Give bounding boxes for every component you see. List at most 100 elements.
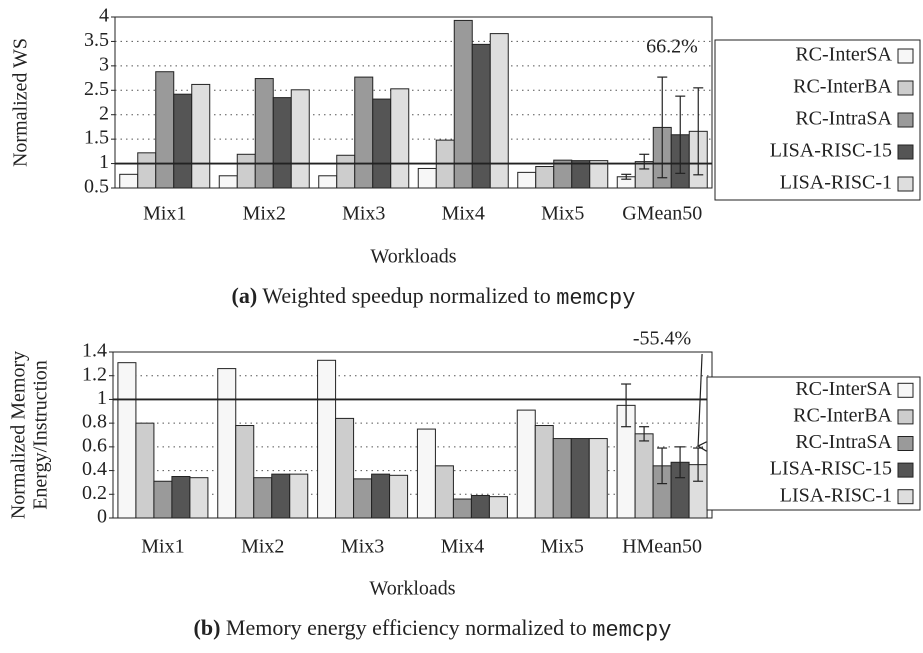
y-axis-label: Energy/Instruction	[30, 360, 52, 510]
bar	[271, 473, 291, 518]
x-tick-label: Mix1	[141, 536, 184, 558]
legend-label: LISA-RISC-15	[770, 140, 892, 162]
legend-label: RC-InterBA	[793, 404, 892, 426]
caption-code: memcpy	[592, 618, 671, 643]
y-tick-label: 1	[97, 387, 107, 409]
bar	[335, 417, 355, 518]
x-tick-label: Mix3	[341, 536, 384, 558]
legend-swatch	[897, 144, 914, 160]
bar	[336, 154, 356, 188]
caption-label: (b)	[194, 615, 221, 640]
bar	[272, 97, 292, 188]
bar	[471, 43, 491, 188]
bar	[137, 152, 157, 188]
caption-text: Memory energy efficiency normalized to	[226, 615, 587, 640]
x-tick-label: Mix4	[441, 536, 484, 558]
bar	[217, 368, 237, 518]
y-tick-label: 0.8	[82, 411, 107, 433]
bar	[535, 166, 555, 188]
bar	[153, 480, 173, 518]
bar	[289, 473, 309, 518]
bar	[317, 359, 337, 518]
legend-label: RC-InterBA	[793, 76, 892, 98]
bar	[155, 71, 175, 188]
y-tick-label: 1.5	[84, 127, 109, 149]
x-tick-label: Mix4	[442, 203, 485, 225]
y-tick-label: 2.5	[84, 78, 109, 100]
caption: (a) Weighted speedup normalized to memcp…	[232, 283, 636, 311]
legend-swatch	[897, 112, 914, 128]
legend-swatch	[897, 176, 914, 192]
bar	[534, 425, 554, 518]
bar	[318, 175, 338, 188]
annotation: 66.2%	[646, 36, 698, 58]
legend-box	[714, 39, 921, 201]
bar	[588, 438, 608, 518]
bar	[389, 474, 409, 518]
bar	[253, 477, 273, 518]
y-tick-label: 0.2	[82, 482, 107, 504]
x-tick-label: HMean50	[622, 536, 702, 558]
bar	[371, 473, 391, 518]
x-tick-label: Mix2	[243, 203, 286, 225]
bar	[191, 83, 211, 188]
bar	[488, 496, 508, 518]
bar	[119, 173, 139, 188]
error-bar	[621, 383, 632, 428]
error-bar	[657, 447, 668, 485]
legend-swatch	[897, 80, 914, 96]
legend-swatch	[897, 436, 914, 451]
error-bar	[639, 426, 650, 442]
y-tick-label: 3.5	[84, 29, 109, 51]
error-bar	[675, 95, 686, 174]
caption-text: Weighted speedup normalized to	[262, 283, 550, 308]
bar	[390, 88, 410, 188]
annotation: -55.4%	[633, 328, 691, 350]
bar	[173, 93, 193, 188]
y-tick-label: 0.5	[84, 176, 109, 198]
y-tick-label: 1	[99, 151, 109, 173]
caption-code: memcpy	[556, 286, 635, 311]
bar	[570, 438, 590, 518]
x-tick-label: Mix3	[342, 203, 385, 225]
annotation-arrow	[698, 353, 702, 446]
bar	[589, 160, 609, 188]
bar	[218, 175, 238, 188]
y-tick-label: 0.6	[82, 434, 107, 456]
bar	[353, 478, 373, 518]
bar	[552, 438, 572, 518]
x-tick-label: Mix5	[541, 203, 584, 225]
bar	[254, 78, 274, 188]
bar	[235, 425, 255, 518]
legend-label: RC-IntraSA	[795, 431, 892, 453]
bar	[434, 465, 454, 518]
error-bar	[675, 446, 686, 479]
legend-label: RC-IntraSA	[795, 108, 892, 130]
bar	[135, 422, 155, 518]
bar	[416, 428, 436, 518]
bar	[489, 33, 509, 188]
bar	[517, 171, 537, 188]
bar	[117, 362, 137, 518]
legend-swatch	[897, 462, 914, 478]
x-tick-label: Mix2	[241, 536, 284, 558]
plot-frame	[114, 16, 713, 189]
error-bar	[621, 173, 632, 180]
y-axis-label: Normalized WS	[10, 38, 32, 167]
x-tick-label: Mix1	[143, 203, 186, 225]
y-axis-label: Normalized Memory	[8, 351, 30, 519]
legend-label: LISA-RISC-15	[770, 458, 892, 480]
bar	[171, 476, 191, 518]
bar	[452, 498, 472, 518]
y-tick-label: 1.2	[82, 363, 107, 385]
y-tick-label: 0.4	[82, 458, 107, 480]
legend-label: LISA-RISC-1	[780, 172, 892, 194]
y-tick-label: 0	[97, 506, 107, 528]
x-tick-label: Mix5	[541, 536, 584, 558]
bar	[516, 409, 536, 518]
caption-label: (a)	[232, 283, 258, 308]
legend-box	[706, 376, 921, 511]
error-bar	[639, 153, 650, 170]
x-axis-label: Workloads	[370, 246, 456, 268]
